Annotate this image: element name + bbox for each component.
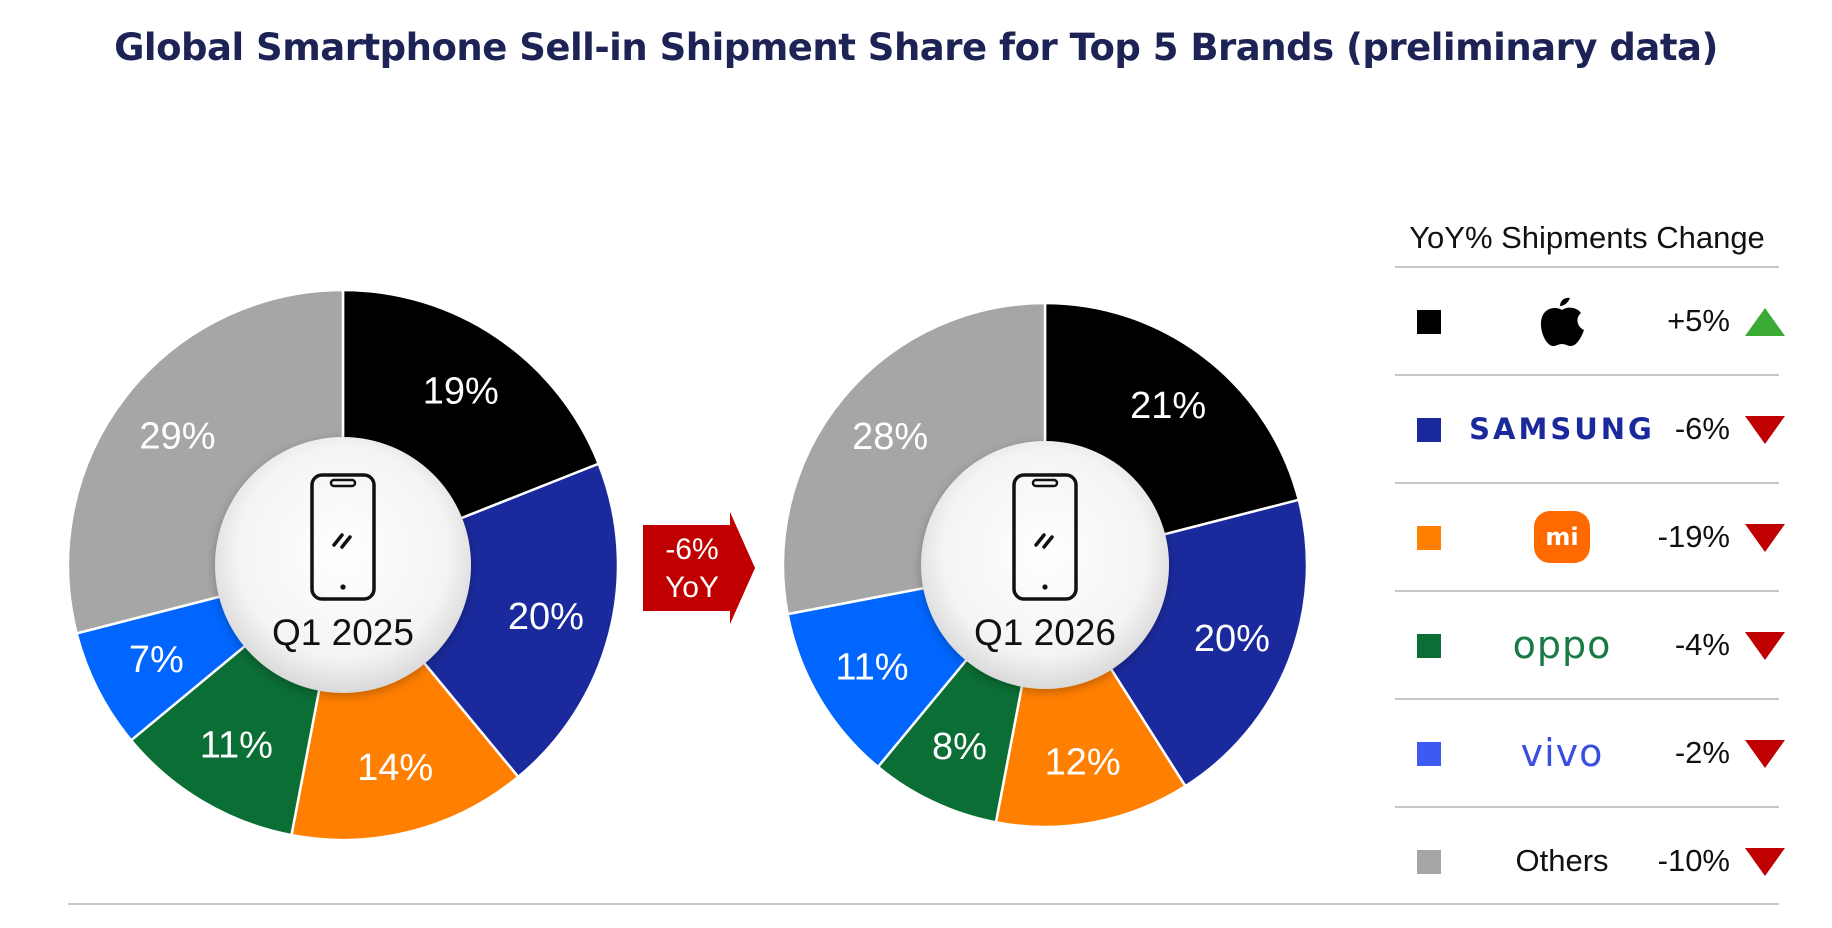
slice-label-samsung: 20%	[508, 596, 584, 638]
triangle-down-icon	[1745, 848, 1785, 876]
yoy-change-value: -19%	[1657, 519, 1730, 554]
legend-row: Others -10%	[1395, 806, 1785, 914]
donut-charts: 19%20%14%11%7%29%Q1 2025 21%20%12%8%11%2…	[66, 288, 1309, 842]
slice-label-vivo: 11%	[835, 646, 908, 688]
yoy-change-value: -2%	[1674, 735, 1730, 770]
triangle-down-icon	[1745, 416, 1785, 444]
donut-chart-q1-2026: 21% 20% 12% 8% 11% 28% Q1 2026	[781, 301, 1309, 829]
brand-name: vivo	[1520, 731, 1604, 775]
apple-logo-icon	[1457, 268, 1667, 374]
yoy-arrow: -6% YoY	[643, 512, 755, 624]
smartphone-icon	[1012, 473, 1078, 601]
yoy-arrow-label: YoY	[665, 571, 719, 604]
brand-name: Others	[1515, 843, 1609, 878]
slice-label-xiaomi: 14%	[357, 747, 433, 789]
legend-row: oppo -4%	[1395, 590, 1785, 698]
legend-row: SAMSUNG -6%	[1395, 374, 1785, 482]
bottom-divider	[68, 903, 1779, 905]
xiaomi-badge: mi	[1534, 511, 1590, 563]
slice-label-apple: 21%	[1130, 385, 1206, 427]
legend-rows: +5% SAMSUNG -6% mi -19% oppo -4% vivo -2% Others -…	[1395, 266, 1785, 914]
triangle-down-icon	[1745, 524, 1785, 552]
brand-name: SAMSUNG	[1469, 412, 1655, 446]
yoy-change-value: -6%	[1674, 411, 1730, 446]
slice-label-others: 29%	[139, 416, 215, 458]
legend-row: +5%	[1395, 266, 1785, 374]
triangle-down-icon	[1745, 632, 1785, 660]
period-label: Q1 2025	[272, 612, 414, 653]
legend-swatch	[1417, 742, 1441, 766]
legend-swatch	[1417, 526, 1441, 550]
triangle-down-icon	[1745, 740, 1785, 768]
others-label: Others	[1457, 808, 1667, 914]
legend-swatch	[1417, 634, 1441, 658]
donut-center	[921, 441, 1169, 689]
samsung-logo: SAMSUNG	[1457, 376, 1667, 482]
oppo-logo: oppo	[1457, 592, 1667, 698]
slice-label-oppo: 11%	[200, 724, 273, 766]
legend-row: vivo -2%	[1395, 698, 1785, 806]
yoy-change-value: +5%	[1667, 303, 1730, 338]
chart-title: Global Smartphone Sell-in Shipment Share…	[114, 26, 1718, 69]
slice-label-apple: 19%	[423, 371, 499, 413]
donut-center	[215, 437, 471, 693]
yoy-change-value: -10%	[1657, 843, 1730, 878]
donut-chart-q1-2025: 19% 20% 14% 11% 7% 29% Q1 2025	[66, 288, 620, 842]
legend-row: mi -19%	[1395, 482, 1785, 590]
slice-label-xiaomi: 12%	[1045, 741, 1121, 783]
yoy-legend: YoY% Shipments Change +5% SAMSUNG -6% mi -19…	[1395, 210, 1785, 914]
xiaomi-logo-icon: mi	[1457, 484, 1667, 590]
smartphone-icon	[310, 473, 376, 601]
legend-swatch	[1417, 310, 1441, 334]
slice-label-others: 28%	[852, 416, 928, 458]
yoy-arrow-value: -6%	[665, 533, 718, 566]
legend-swatch	[1417, 850, 1441, 874]
legend-title: YoY% Shipments Change	[1409, 220, 1765, 255]
triangle-up-icon	[1745, 308, 1785, 336]
vivo-logo: vivo	[1457, 700, 1667, 806]
slice-label-samsung: 20%	[1194, 618, 1270, 660]
slice-label-vivo: 7%	[129, 639, 184, 681]
slice-label-oppo: 8%	[932, 726, 987, 768]
yoy-change-value: -4%	[1674, 627, 1730, 662]
period-label: Q1 2026	[974, 612, 1116, 653]
brand-name: oppo	[1512, 623, 1612, 667]
legend-swatch	[1417, 418, 1441, 442]
